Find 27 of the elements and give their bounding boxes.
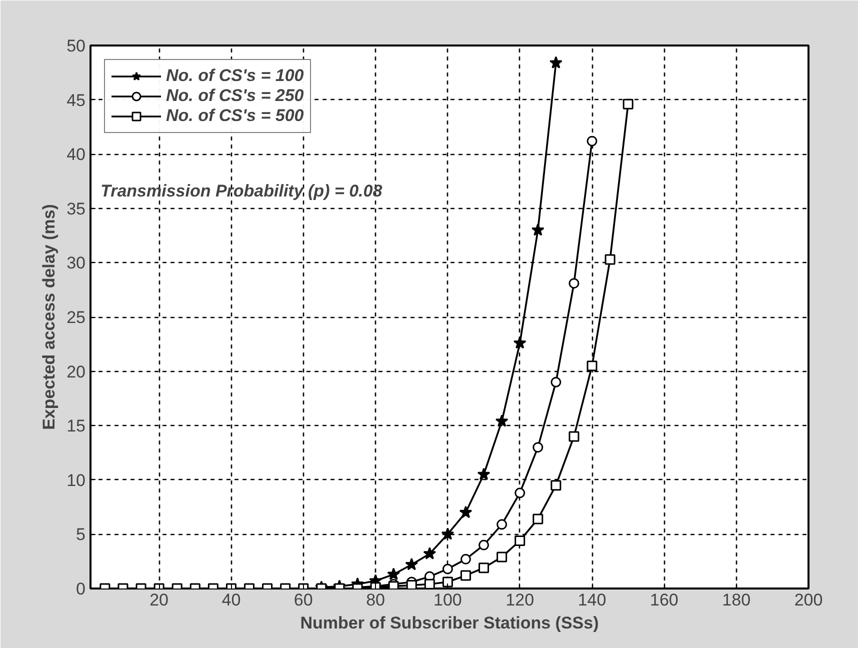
x-tick-label: 120 — [506, 590, 534, 610]
y-tick-label: 5 — [76, 525, 86, 544]
x-tick-label: 40 — [222, 590, 241, 610]
x-tick-label: 200 — [794, 590, 823, 610]
x-axis-title: Number of Subscriber Stations (SSs) — [300, 614, 599, 632]
x-tick-label: 180 — [722, 590, 751, 610]
y-tick-label: 25 — [66, 308, 86, 327]
x-tick-label: 20 — [150, 590, 169, 610]
y-tick-label: 35 — [66, 199, 86, 218]
x-tick-label: 140 — [578, 590, 606, 610]
legend-label: No. of CS's = 500 — [166, 106, 304, 126]
y-tick-label: 30 — [66, 254, 86, 273]
annotation: Transmission Probability (p) = 0.08 — [100, 182, 383, 200]
y-axis-title: Expected access delay (ms) — [40, 204, 59, 430]
x-tick-label: 80 — [366, 590, 385, 610]
y-tick-label: 0 — [76, 580, 86, 598]
x-tick-label: 60 — [294, 590, 313, 610]
legend-label: No. of CS's = 100 — [166, 66, 304, 86]
legend-label: No. of CS's = 250 — [166, 86, 304, 106]
y-tick-label: 15 — [66, 416, 86, 436]
y-tick-label: 50 — [66, 36, 86, 56]
y-tick-label: 40 — [66, 145, 86, 164]
y-tick-label: 45 — [66, 90, 86, 110]
y-tick-label: 10 — [66, 470, 86, 490]
x-tick-label: 160 — [650, 590, 678, 610]
y-tick-label: 20 — [66, 362, 86, 382]
x-tick-label: 100 — [434, 590, 462, 610]
